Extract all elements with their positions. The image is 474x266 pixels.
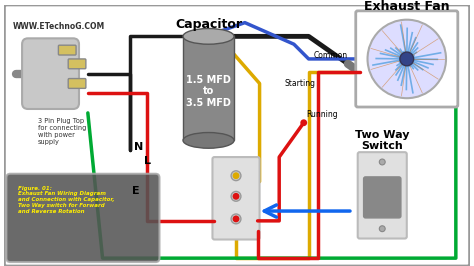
- Circle shape: [231, 214, 241, 224]
- Circle shape: [233, 172, 239, 179]
- Circle shape: [367, 20, 446, 98]
- Text: N: N: [134, 142, 143, 152]
- Text: 3 Pin Plug Top
for connecting
with power
supply: 3 Pin Plug Top for connecting with power…: [38, 118, 86, 145]
- Circle shape: [231, 192, 241, 201]
- FancyBboxPatch shape: [68, 78, 86, 88]
- Circle shape: [231, 171, 241, 181]
- Circle shape: [379, 226, 385, 232]
- Text: L: L: [144, 156, 151, 166]
- Text: Exhaust Fan: Exhaust Fan: [364, 1, 449, 13]
- Circle shape: [379, 159, 385, 165]
- Text: Starting: Starting: [284, 79, 315, 88]
- Circle shape: [400, 52, 414, 66]
- FancyBboxPatch shape: [68, 59, 86, 69]
- Ellipse shape: [183, 28, 234, 44]
- Text: WWW.ETechnoG.COM: WWW.ETechnoG.COM: [12, 22, 105, 31]
- Text: Two Way
Switch: Two Way Switch: [355, 130, 410, 151]
- Circle shape: [233, 193, 239, 200]
- FancyBboxPatch shape: [58, 45, 76, 55]
- Text: 1.5 MFD
to
3.5 MFD: 1.5 MFD to 3.5 MFD: [186, 75, 231, 108]
- Circle shape: [301, 119, 307, 126]
- Ellipse shape: [183, 132, 234, 148]
- FancyBboxPatch shape: [364, 177, 401, 218]
- Text: Figure. 01:
Exhaust Fan Wiring Diagram
and Connection with Capacitor,
Two Way sw: Figure. 01: Exhaust Fan Wiring Diagram a…: [18, 185, 115, 214]
- Text: Capacitor: Capacitor: [175, 18, 242, 31]
- FancyBboxPatch shape: [4, 5, 470, 266]
- FancyBboxPatch shape: [6, 174, 159, 262]
- FancyBboxPatch shape: [22, 38, 79, 109]
- FancyBboxPatch shape: [358, 152, 407, 239]
- Text: E: E: [132, 186, 140, 196]
- FancyBboxPatch shape: [356, 11, 458, 107]
- Bar: [183, 36, 234, 140]
- FancyBboxPatch shape: [212, 157, 260, 239]
- Text: Common: Common: [313, 52, 347, 60]
- Circle shape: [233, 215, 239, 222]
- Text: Running: Running: [307, 110, 338, 119]
